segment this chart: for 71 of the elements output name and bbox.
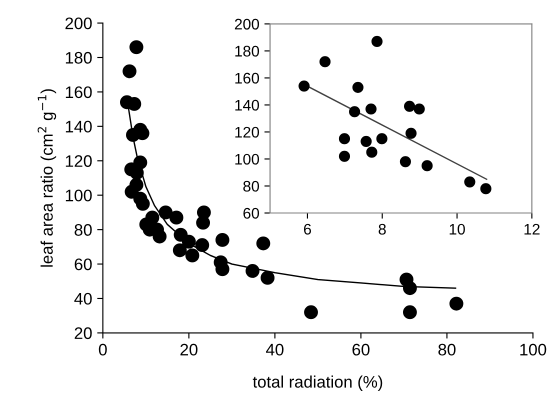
y-tick-label: 120 (66, 155, 92, 167)
point (195, 238, 210, 252)
point (400, 156, 411, 168)
y-tick-label: 100 (235, 154, 260, 165)
y-tick-label: 60 (243, 208, 260, 219)
point (352, 82, 364, 93)
point (215, 233, 230, 247)
point (449, 296, 464, 311)
point (196, 216, 210, 230)
y-tick-label: 40 (74, 292, 92, 305)
point (129, 40, 144, 54)
y-tick-label: 20 (74, 327, 92, 340)
point (405, 128, 417, 139)
point (360, 136, 372, 147)
point (152, 230, 167, 244)
point (480, 183, 492, 194)
y-axis-title: leaf area ratio (cm$^{2}$ g$^{−1}$) (38, 89, 56, 267)
point (127, 97, 142, 111)
y-tick-label: 60 (74, 258, 92, 270)
x-tick-label: 80 (438, 344, 456, 356)
point (404, 100, 416, 112)
point (366, 146, 378, 158)
point (256, 236, 270, 250)
y-tick-label: 80 (243, 180, 260, 192)
y-tick-label: 100 (66, 190, 92, 202)
point (122, 64, 136, 78)
point (298, 80, 310, 92)
point (133, 156, 148, 170)
x-axis-title: total radiation (%) (252, 376, 382, 392)
point (414, 103, 425, 115)
point (376, 133, 388, 144)
point (371, 36, 383, 48)
point (304, 305, 318, 320)
point (185, 248, 200, 262)
y-tick-label: 120 (235, 126, 260, 138)
point (402, 281, 417, 296)
x-tick-label: 40 (266, 344, 284, 356)
y-tick-label: 180 (235, 46, 260, 57)
point (246, 264, 260, 278)
point (158, 205, 173, 220)
x-tick-label: 100 (520, 344, 546, 356)
point (464, 176, 476, 188)
point (136, 196, 150, 211)
point (338, 150, 350, 162)
point (319, 56, 331, 68)
x-tick-label: 20 (180, 344, 198, 356)
y-tick-label: 200 (65, 17, 92, 30)
point (215, 262, 230, 276)
y-tick-label: 160 (66, 86, 92, 98)
point (365, 103, 377, 115)
point (129, 178, 144, 192)
y-tick-label: 180 (66, 52, 92, 64)
point (182, 234, 196, 249)
x-tick-label: 12 (524, 224, 540, 234)
x-tick-label: 6 (304, 224, 312, 235)
x-tick-label: 8 (378, 224, 386, 235)
point (172, 243, 187, 258)
x-tick-label: 10 (450, 224, 465, 235)
y-tick-label: 140 (235, 100, 260, 111)
y-tick-label: 160 (235, 72, 260, 84)
point (169, 210, 184, 225)
point (260, 270, 275, 285)
y-tick-label: 200 (234, 18, 260, 30)
point (402, 305, 417, 320)
point (338, 133, 350, 144)
point (145, 210, 160, 225)
point (349, 106, 360, 118)
x-tick-label: 0 (98, 344, 107, 356)
y-tick-label: 140 (66, 120, 92, 133)
point (422, 160, 433, 172)
x-tick-label: 60 (352, 344, 370, 356)
